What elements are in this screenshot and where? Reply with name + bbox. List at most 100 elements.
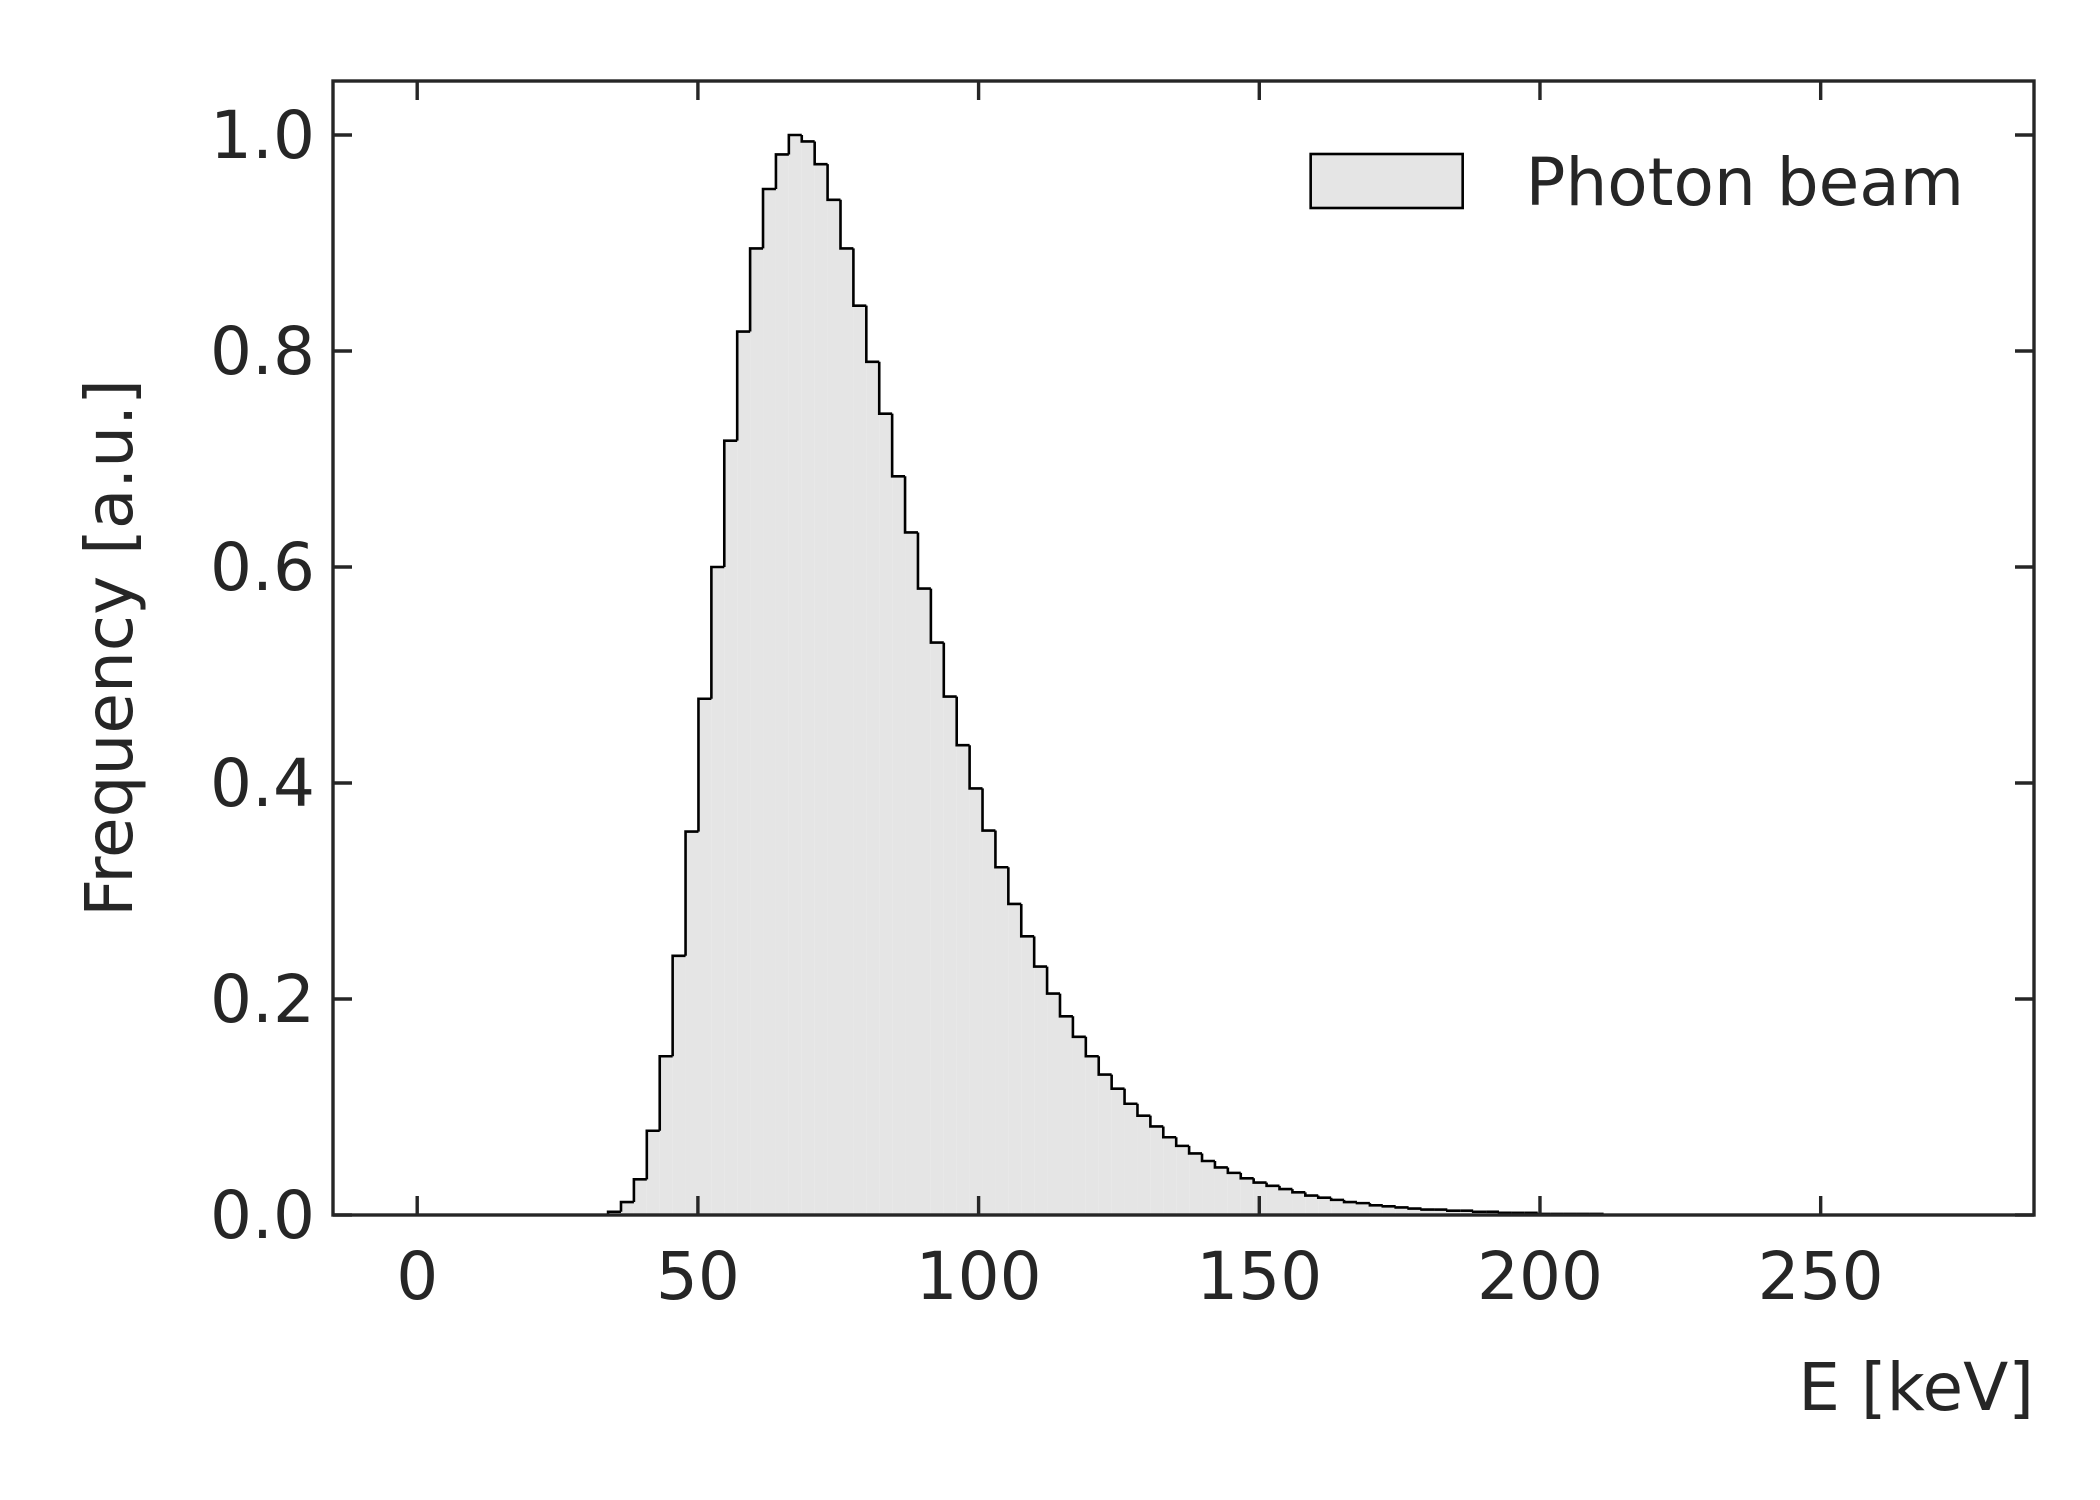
histogram-edge <box>1316 1195 1332 1200</box>
histogram-bar <box>801 141 815 1216</box>
histogram-edge <box>710 565 725 699</box>
histogram-edge <box>981 788 996 832</box>
histogram-bar <box>917 588 931 1215</box>
histogram-edge <box>1252 1178 1267 1184</box>
histogram-edge <box>865 305 880 364</box>
histogram-edge <box>1019 903 1035 938</box>
histogram-bar <box>1292 1192 1306 1215</box>
histogram-edge <box>1368 1203 1383 1207</box>
histogram-edge <box>1278 1185 1293 1191</box>
histogram-bar <box>1434 1209 1448 1215</box>
histogram-edge <box>1161 1126 1177 1139</box>
x-tick-label: 250 <box>1758 1238 1884 1315</box>
histogram-bar <box>866 361 880 1215</box>
y-tick-label: 0.0 <box>210 1177 315 1254</box>
histogram-bar <box>1098 1074 1112 1215</box>
histogram-bar <box>1266 1185 1280 1215</box>
legend-label: Photon beam <box>1526 144 1964 221</box>
histogram-edge <box>1471 1210 1487 1214</box>
histogram-edge <box>903 476 918 534</box>
histogram-bar <box>775 154 789 1216</box>
x-tick-label: 200 <box>1477 1238 1603 1315</box>
histogram-edge <box>1200 1153 1215 1163</box>
histogram-bar <box>1085 1056 1099 1215</box>
histogram-bar <box>1189 1153 1203 1215</box>
histogram-bar <box>763 189 776 1215</box>
histogram-edge <box>1446 1209 1461 1212</box>
histogram-edge <box>1394 1206 1409 1209</box>
histogram-edge <box>684 830 699 956</box>
y-tick-label: 0.4 <box>210 745 315 822</box>
histogram-bar <box>1008 903 1022 1215</box>
histogram-edge <box>1071 1016 1086 1039</box>
histogram-bar <box>1421 1209 1435 1215</box>
histogram-edge <box>1407 1207 1422 1210</box>
histogram-edge <box>1110 1074 1125 1090</box>
histogram-edge <box>1239 1172 1254 1180</box>
histogram-edge <box>1265 1182 1280 1188</box>
histogram-bar <box>1059 1016 1073 1215</box>
histogram-bar <box>1318 1197 1332 1215</box>
histogram-bar <box>1356 1203 1370 1215</box>
histogram-edge <box>735 330 751 441</box>
histogram-bar <box>840 248 854 1215</box>
histogram-edge <box>1329 1197 1345 1202</box>
histogram-bar <box>1227 1172 1241 1215</box>
histogram-edge <box>839 199 854 250</box>
histogram-bar <box>1124 1103 1138 1215</box>
histogram-bar <box>788 135 802 1215</box>
histogram-bar <box>1331 1199 1345 1215</box>
histogram-edge <box>1032 936 1048 968</box>
histogram-bar <box>1460 1210 1474 1215</box>
y-axis-label: Frequency [a.u.] <box>71 379 148 917</box>
histogram-bar <box>943 696 957 1215</box>
histogram-bar <box>1150 1126 1164 1215</box>
histogram-bar <box>672 955 686 1215</box>
histogram-edge <box>1045 966 1060 995</box>
histogram-bar <box>750 248 764 1215</box>
histogram-bar <box>1279 1189 1293 1215</box>
y-tick-label: 0.6 <box>210 529 315 606</box>
histogram-bar <box>1447 1210 1461 1215</box>
histogram-edge <box>890 413 906 478</box>
histogram-bar <box>879 413 893 1215</box>
histogram-edge <box>1084 1036 1099 1058</box>
histogram-edge <box>671 954 686 1057</box>
histogram-edge <box>813 141 828 166</box>
histogram-edge <box>787 133 802 155</box>
histogram-edge <box>1226 1167 1241 1175</box>
histogram-bar <box>1176 1145 1190 1215</box>
histogram-edge <box>774 153 789 189</box>
histogram-bar <box>1214 1167 1228 1215</box>
histogram-bar <box>892 476 906 1215</box>
histogram-bar <box>1369 1205 1383 1215</box>
histogram-bar <box>1408 1208 1422 1215</box>
histogram-edge <box>1342 1199 1357 1204</box>
histogram-bar <box>814 164 828 1215</box>
histogram-edge <box>877 361 893 415</box>
histogram-bar <box>1034 966 1048 1215</box>
histogram-edge <box>722 439 738 567</box>
histogram-edge <box>1007 867 1022 906</box>
histogram-bar <box>995 867 1009 1215</box>
histogram-edge <box>1497 1211 1512 1215</box>
x-tick-label: 0 <box>396 1238 438 1315</box>
histogram-bar <box>1137 1115 1151 1215</box>
histogram-bar <box>724 440 738 1215</box>
y-tick-label: 0.8 <box>210 313 315 390</box>
histogram-edge <box>1420 1208 1435 1211</box>
histogram-edge <box>852 248 867 307</box>
x-axis-label: E [keV] <box>1798 1349 2034 1426</box>
histogram-bar <box>905 532 918 1215</box>
histogram-bar <box>711 567 725 1215</box>
histogram-bar <box>1395 1207 1409 1215</box>
histogram-edge <box>800 135 815 143</box>
histogram-bar <box>956 745 970 1215</box>
histogram-bar <box>853 305 867 1215</box>
legend-swatch <box>1309 152 1464 210</box>
histogram-edge <box>1213 1161 1228 1169</box>
histogram-edge <box>748 247 764 332</box>
x-tick-label: 150 <box>1196 1238 1322 1315</box>
histogram-bar <box>969 788 983 1215</box>
histogram-edge <box>955 696 970 747</box>
